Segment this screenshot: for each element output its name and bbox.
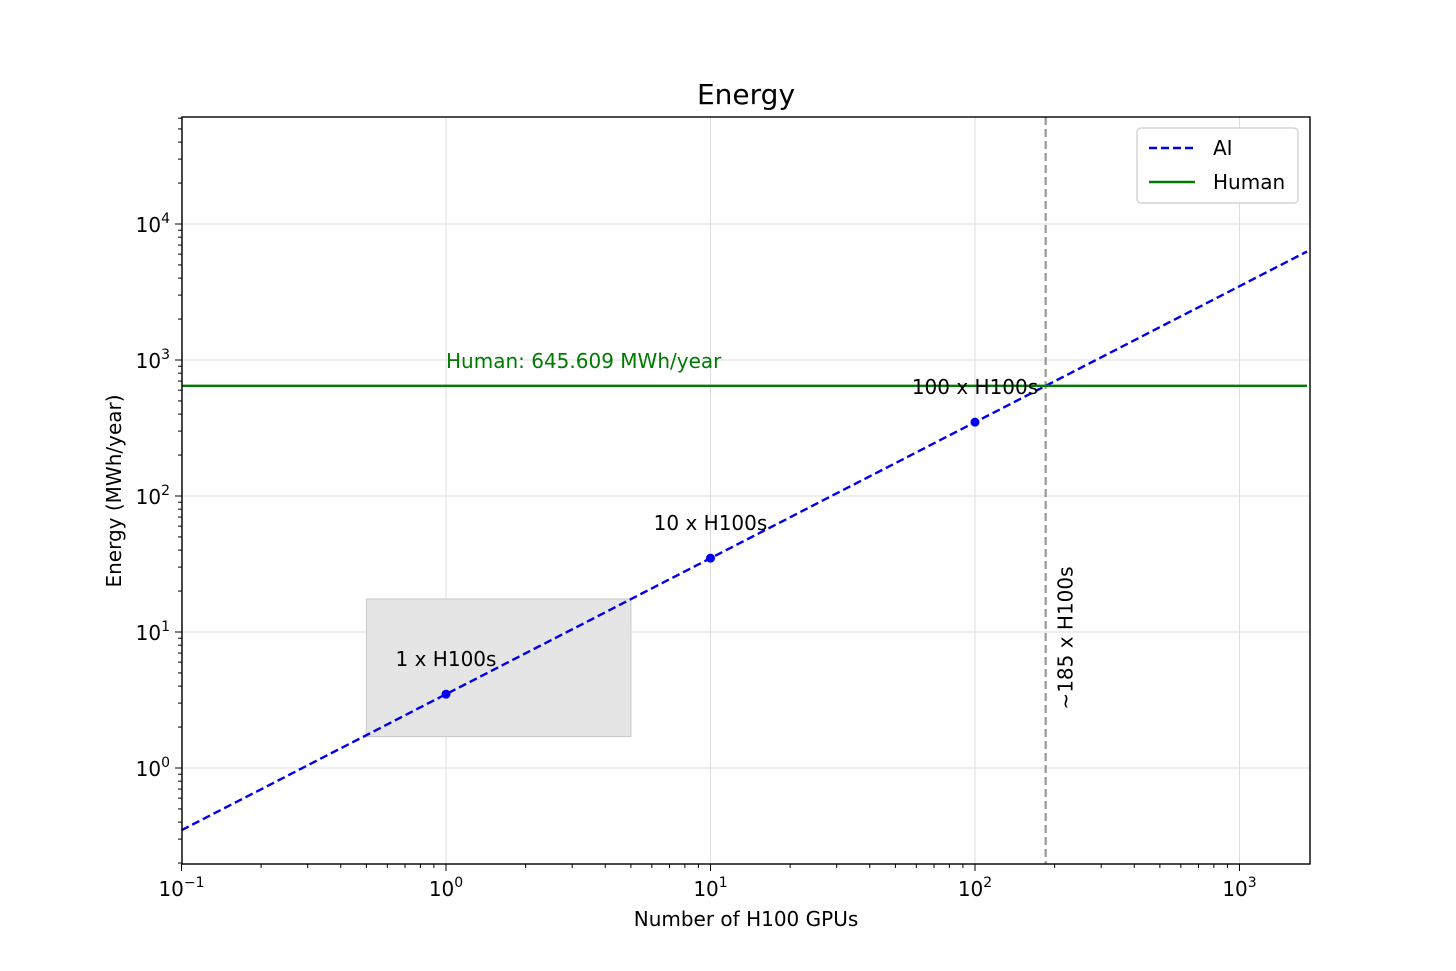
grid: [181, 117, 1310, 864]
data-point-label: 100 x H100s: [912, 375, 1038, 399]
y-tick-label: 101: [136, 619, 170, 645]
data-point-label: 1 x H100s: [396, 647, 497, 671]
human-annotation: Human: 645.609 MWh/year: [446, 349, 722, 373]
y-tick-label: 103: [136, 347, 170, 373]
annotations: Human: 645.609 MWh/year ~185 x H100s: [446, 349, 1078, 710]
data-point-label: 10 x H100s: [654, 511, 768, 535]
series-lines: [180, 117, 1308, 864]
legend-label-human: Human: [1213, 170, 1285, 194]
y-tick-label: 104: [136, 211, 170, 237]
legend-label-ai: AI: [1213, 136, 1233, 160]
x-tick-label: 101: [693, 875, 727, 901]
x-axis-label: Number of H100 GPUs: [634, 907, 859, 931]
data-point: [706, 553, 715, 563]
x-tick-label: 102: [958, 875, 992, 901]
y-tick-label: 102: [136, 483, 170, 509]
vline-annotation: ~185 x H100s: [1054, 566, 1078, 709]
series-line-ai: [180, 250, 1308, 832]
x-tick-label: 10−1: [158, 875, 204, 901]
x-tick-label: 100: [429, 875, 463, 901]
data-point: [970, 417, 980, 427]
y-tick-label: 100: [136, 755, 170, 781]
legend-box: [1136, 127, 1299, 204]
y-axis-label: Energy (MWh/year): [102, 394, 126, 587]
x-tick-label: 103: [1222, 875, 1256, 901]
plot-frame: [181, 116, 1311, 865]
data-point: [441, 689, 451, 699]
legend: AI Human: [1136, 127, 1299, 204]
axes: 10−1 100 101 102 103 100 101 102 103 104: [136, 116, 1311, 901]
chart-title: Energy: [697, 78, 795, 111]
data-points: 1 x H100s 10 x H100s 100 x H100s: [396, 375, 1038, 699]
